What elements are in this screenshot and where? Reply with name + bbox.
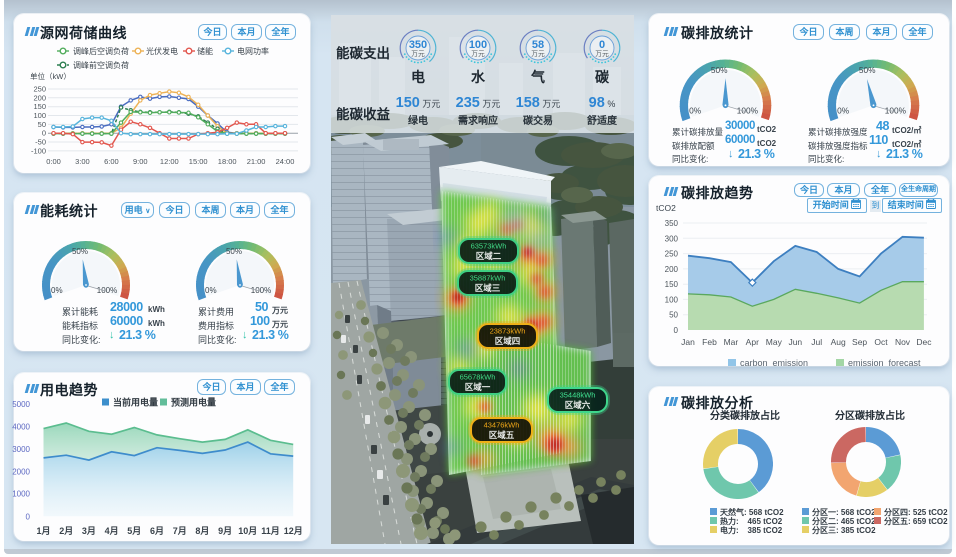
svg-text:250: 250 bbox=[665, 250, 679, 259]
svg-text:9:00: 9:00 bbox=[133, 157, 148, 166]
svg-text:万元: 万元 bbox=[531, 50, 545, 58]
svg-text:0%: 0% bbox=[837, 106, 850, 116]
svg-text:0: 0 bbox=[674, 326, 679, 335]
svg-text:区域五: 区域五 bbox=[489, 430, 515, 440]
svg-text:65678kWh: 65678kWh bbox=[460, 373, 496, 382]
svg-text:0: 0 bbox=[26, 512, 31, 521]
svg-text:58: 58 bbox=[532, 39, 544, 51]
svg-text:50%: 50% bbox=[859, 65, 876, 75]
svg-text:35448kWh: 35448kWh bbox=[560, 391, 596, 400]
svg-text:万元: 万元 bbox=[595, 50, 609, 58]
svg-text:0%: 0% bbox=[689, 106, 702, 116]
svg-text:100: 100 bbox=[33, 111, 46, 120]
svg-text:50: 50 bbox=[669, 311, 678, 320]
svg-text:18:00: 18:00 bbox=[218, 157, 237, 166]
svg-text:50%: 50% bbox=[711, 65, 728, 75]
svg-text:350: 350 bbox=[665, 219, 679, 228]
svg-text:5月: 5月 bbox=[127, 526, 141, 536]
svg-text:50%: 50% bbox=[72, 247, 88, 256]
svg-text:35887kWh: 35887kWh bbox=[470, 274, 506, 283]
svg-text:May: May bbox=[766, 337, 783, 347]
svg-text:Feb: Feb bbox=[702, 337, 717, 347]
svg-text:12:00: 12:00 bbox=[160, 157, 179, 166]
svg-text:50: 50 bbox=[38, 120, 46, 129]
svg-text:-100: -100 bbox=[31, 146, 46, 155]
svg-text:emission_forecast: emission_forecast bbox=[848, 358, 921, 366]
svg-text:11月: 11月 bbox=[261, 526, 280, 536]
svg-text:区域四: 区域四 bbox=[495, 336, 521, 346]
svg-text:单位（kW）: 单位（kW） bbox=[30, 71, 71, 81]
svg-text:预测用电量: 预测用电量 bbox=[171, 397, 216, 408]
svg-text:9月: 9月 bbox=[218, 526, 232, 536]
svg-text:调峰后空调负荷: 调峰后空调负荷 bbox=[73, 46, 129, 56]
svg-text:区域一: 区域一 bbox=[465, 382, 491, 392]
svg-text:100: 100 bbox=[665, 295, 679, 304]
svg-text:区域二: 区域二 bbox=[476, 251, 502, 261]
svg-text:0%: 0% bbox=[51, 286, 63, 295]
svg-text:Nov: Nov bbox=[895, 337, 911, 347]
svg-text:Sep: Sep bbox=[852, 337, 867, 347]
svg-text:3000: 3000 bbox=[12, 445, 30, 454]
svg-text:2000: 2000 bbox=[12, 467, 30, 476]
svg-text:6:00: 6:00 bbox=[104, 157, 119, 166]
svg-text:Aug: Aug bbox=[831, 337, 846, 347]
svg-text:carbon_emission: carbon_emission bbox=[740, 358, 808, 366]
svg-text:6月: 6月 bbox=[150, 526, 164, 536]
svg-text:150: 150 bbox=[665, 280, 679, 289]
svg-text:100%: 100% bbox=[97, 286, 117, 295]
svg-text:100%: 100% bbox=[251, 286, 271, 295]
svg-text:43476kWh: 43476kWh bbox=[484, 421, 520, 430]
svg-text:12月: 12月 bbox=[284, 526, 303, 536]
svg-text:63573kWh: 63573kWh bbox=[471, 242, 507, 251]
svg-text:150: 150 bbox=[33, 102, 46, 111]
svg-text:0:00: 0:00 bbox=[46, 157, 61, 166]
svg-text:7月: 7月 bbox=[173, 526, 187, 536]
svg-text:200: 200 bbox=[665, 265, 679, 274]
svg-text:Oct: Oct bbox=[874, 337, 888, 347]
svg-text:4月: 4月 bbox=[105, 526, 119, 536]
svg-text:0%: 0% bbox=[205, 286, 217, 295]
svg-text:2月: 2月 bbox=[59, 526, 73, 536]
svg-text:15:00: 15:00 bbox=[189, 157, 208, 166]
svg-text:Jul: Jul bbox=[811, 337, 822, 347]
svg-text:23873kWh: 23873kWh bbox=[490, 327, 526, 336]
svg-text:Dec: Dec bbox=[916, 337, 932, 347]
svg-text:50%: 50% bbox=[226, 247, 242, 256]
svg-text:100%: 100% bbox=[885, 106, 907, 116]
svg-text:Jun: Jun bbox=[788, 337, 802, 347]
svg-text:3:00: 3:00 bbox=[75, 157, 90, 166]
svg-text:0: 0 bbox=[599, 39, 605, 51]
svg-text:当前用电量: 当前用电量 bbox=[113, 397, 158, 408]
svg-text:储能: 储能 bbox=[197, 46, 213, 56]
svg-text:5000: 5000 bbox=[12, 400, 30, 409]
svg-text:21:00: 21:00 bbox=[247, 157, 266, 166]
svg-text:万元: 万元 bbox=[411, 50, 425, 58]
svg-text:100%: 100% bbox=[737, 106, 759, 116]
svg-text:3月: 3月 bbox=[82, 526, 96, 536]
svg-text:100: 100 bbox=[469, 39, 487, 51]
svg-text:区域三: 区域三 bbox=[475, 283, 501, 293]
svg-text:Jan: Jan bbox=[681, 337, 695, 347]
svg-text:250: 250 bbox=[33, 85, 46, 94]
svg-text:4000: 4000 bbox=[12, 422, 30, 431]
svg-text:0: 0 bbox=[42, 129, 46, 138]
svg-text:24:00: 24:00 bbox=[276, 157, 295, 166]
svg-text:200: 200 bbox=[33, 93, 46, 102]
svg-text:区域六: 区域六 bbox=[565, 400, 591, 410]
svg-text:1000: 1000 bbox=[12, 490, 30, 499]
svg-text:Mar: Mar bbox=[724, 337, 739, 347]
svg-text:1月: 1月 bbox=[36, 526, 50, 536]
svg-text:300: 300 bbox=[665, 234, 679, 243]
svg-text:万元: 万元 bbox=[471, 50, 485, 58]
svg-text:-50: -50 bbox=[35, 138, 46, 147]
svg-text:Apr: Apr bbox=[746, 337, 759, 347]
svg-text:电网功率: 电网功率 bbox=[237, 46, 269, 56]
svg-text:10月: 10月 bbox=[238, 526, 257, 536]
svg-text:调峰前空调负荷: 调峰前空调负荷 bbox=[73, 60, 129, 70]
svg-text:350: 350 bbox=[409, 39, 427, 51]
svg-text:光伏发电: 光伏发电 bbox=[146, 46, 178, 56]
svg-text:8月: 8月 bbox=[195, 526, 209, 536]
